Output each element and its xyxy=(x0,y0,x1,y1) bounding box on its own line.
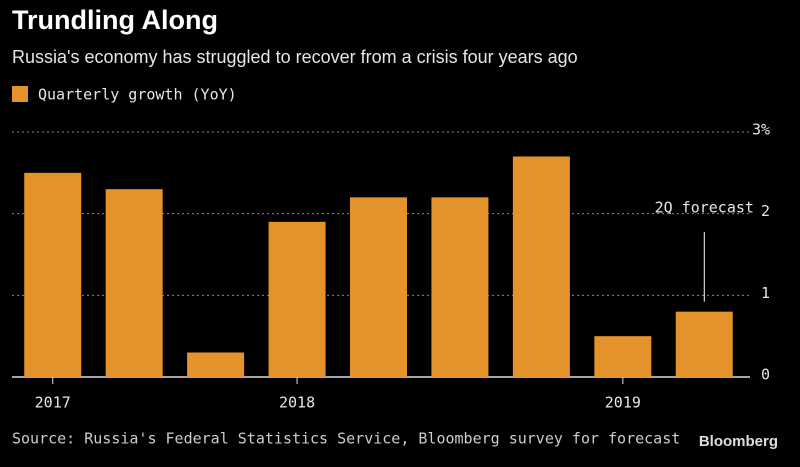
bar xyxy=(187,352,245,377)
annotation: 2Q forecast xyxy=(655,199,754,217)
x-tick-label: 2018 xyxy=(279,394,315,412)
chart-subtitle: Russia's economy has struggled to recove… xyxy=(12,47,578,67)
y-tick-label: 1 xyxy=(761,284,770,302)
chart-title: Trundling Along xyxy=(12,5,218,35)
bar xyxy=(512,156,570,377)
bar xyxy=(349,197,408,377)
bar xyxy=(105,189,163,377)
y-tick-label: 3% xyxy=(752,121,770,139)
x-tick-label: 2019 xyxy=(605,394,641,412)
legend-label: Quarterly growth (YoY) xyxy=(38,86,237,104)
bar xyxy=(675,311,733,377)
brand: Bloomberg xyxy=(699,433,778,450)
bar xyxy=(24,172,82,377)
y-tick-label: 2 xyxy=(761,202,770,220)
bar xyxy=(431,197,489,377)
y-tick-label: 0 xyxy=(761,366,770,384)
source: Source: Russia's Federal Statistics Serv… xyxy=(12,430,680,448)
bar xyxy=(268,221,326,377)
legend-swatch xyxy=(12,86,28,102)
x-tick-label: 2017 xyxy=(35,394,71,412)
bar xyxy=(594,336,652,377)
